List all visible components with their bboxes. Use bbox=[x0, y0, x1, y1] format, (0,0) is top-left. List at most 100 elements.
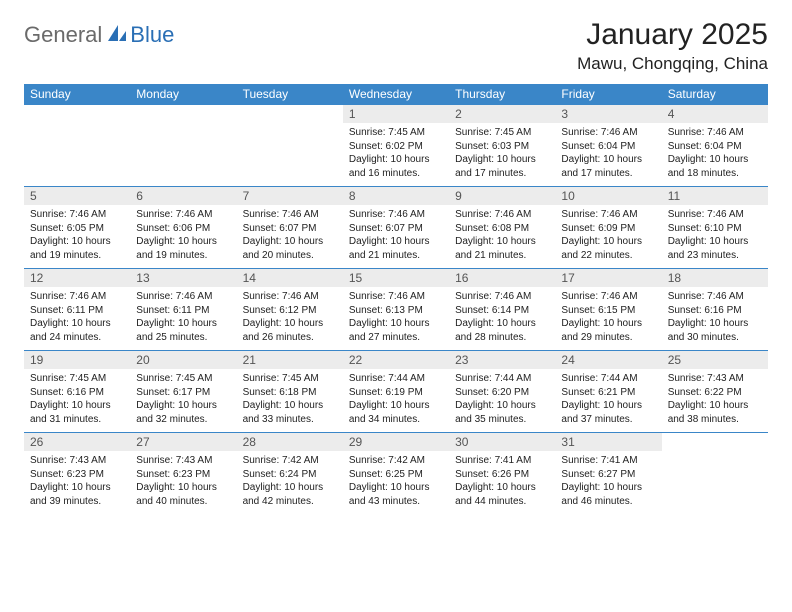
day-number: 1 bbox=[343, 105, 449, 123]
title-block: January 2025 Mawu, Chongqing, China bbox=[577, 18, 768, 74]
day-number: 15 bbox=[343, 269, 449, 287]
day-details: Sunrise: 7:43 AMSunset: 6:23 PMDaylight:… bbox=[24, 451, 130, 514]
calendar-day-cell: 24Sunrise: 7:44 AMSunset: 6:21 PMDayligh… bbox=[555, 351, 661, 433]
calendar-day-cell: 15Sunrise: 7:46 AMSunset: 6:13 PMDayligh… bbox=[343, 269, 449, 351]
day-details: Sunrise: 7:46 AMSunset: 6:04 PMDaylight:… bbox=[662, 123, 768, 186]
day-details: Sunrise: 7:41 AMSunset: 6:26 PMDaylight:… bbox=[449, 451, 555, 514]
day-number: 7 bbox=[237, 187, 343, 205]
calendar-day-cell: 21Sunrise: 7:45 AMSunset: 6:18 PMDayligh… bbox=[237, 351, 343, 433]
day-details: Sunrise: 7:44 AMSunset: 6:19 PMDaylight:… bbox=[343, 369, 449, 432]
day-number: 18 bbox=[662, 269, 768, 287]
day-number: 5 bbox=[24, 187, 130, 205]
calendar-week-row: 5Sunrise: 7:46 AMSunset: 6:05 PMDaylight… bbox=[24, 187, 768, 269]
weekday-header: Tuesday bbox=[237, 84, 343, 105]
day-details: Sunrise: 7:43 AMSunset: 6:22 PMDaylight:… bbox=[662, 369, 768, 432]
day-number: 23 bbox=[449, 351, 555, 369]
day-details: Sunrise: 7:44 AMSunset: 6:21 PMDaylight:… bbox=[555, 369, 661, 432]
day-number: 24 bbox=[555, 351, 661, 369]
calendar-day-cell: 7Sunrise: 7:46 AMSunset: 6:07 PMDaylight… bbox=[237, 187, 343, 269]
location: Mawu, Chongqing, China bbox=[577, 54, 768, 74]
day-number: 28 bbox=[237, 433, 343, 451]
calendar-day-cell: 26Sunrise: 7:43 AMSunset: 6:23 PMDayligh… bbox=[24, 433, 130, 515]
calendar-day-cell: 9Sunrise: 7:46 AMSunset: 6:08 PMDaylight… bbox=[449, 187, 555, 269]
day-number: 8 bbox=[343, 187, 449, 205]
day-details: Sunrise: 7:44 AMSunset: 6:20 PMDaylight:… bbox=[449, 369, 555, 432]
calendar-day-cell: 30Sunrise: 7:41 AMSunset: 6:26 PMDayligh… bbox=[449, 433, 555, 515]
calendar-day-cell: 8Sunrise: 7:46 AMSunset: 6:07 PMDaylight… bbox=[343, 187, 449, 269]
calendar-table: SundayMondayTuesdayWednesdayThursdayFrid… bbox=[24, 84, 768, 514]
calendar-day-cell: .. bbox=[24, 105, 130, 187]
day-details: Sunrise: 7:42 AMSunset: 6:24 PMDaylight:… bbox=[237, 451, 343, 514]
day-number: 22 bbox=[343, 351, 449, 369]
day-details: Sunrise: 7:43 AMSunset: 6:23 PMDaylight:… bbox=[130, 451, 236, 514]
day-number: 21 bbox=[237, 351, 343, 369]
calendar-head: SundayMondayTuesdayWednesdayThursdayFrid… bbox=[24, 84, 768, 105]
day-details: Sunrise: 7:46 AMSunset: 6:09 PMDaylight:… bbox=[555, 205, 661, 268]
calendar-day-cell: 4Sunrise: 7:46 AMSunset: 6:04 PMDaylight… bbox=[662, 105, 768, 187]
day-number: 3 bbox=[555, 105, 661, 123]
calendar-day-cell: 29Sunrise: 7:42 AMSunset: 6:25 PMDayligh… bbox=[343, 433, 449, 515]
weekday-header: Monday bbox=[130, 84, 236, 105]
day-number: 19 bbox=[24, 351, 130, 369]
day-details: Sunrise: 7:46 AMSunset: 6:11 PMDaylight:… bbox=[130, 287, 236, 350]
weekday-header: Sunday bbox=[24, 84, 130, 105]
day-details: Sunrise: 7:46 AMSunset: 6:05 PMDaylight:… bbox=[24, 205, 130, 268]
day-number: 20 bbox=[130, 351, 236, 369]
calendar-day-cell: 10Sunrise: 7:46 AMSunset: 6:09 PMDayligh… bbox=[555, 187, 661, 269]
day-details: Sunrise: 7:46 AMSunset: 6:08 PMDaylight:… bbox=[449, 205, 555, 268]
calendar-week-row: 19Sunrise: 7:45 AMSunset: 6:16 PMDayligh… bbox=[24, 351, 768, 433]
month-title: January 2025 bbox=[577, 18, 768, 52]
calendar-day-cell: 16Sunrise: 7:46 AMSunset: 6:14 PMDayligh… bbox=[449, 269, 555, 351]
day-number: 12 bbox=[24, 269, 130, 287]
calendar-day-cell: .. bbox=[130, 105, 236, 187]
day-details: Sunrise: 7:45 AMSunset: 6:18 PMDaylight:… bbox=[237, 369, 343, 432]
calendar-day-cell: 11Sunrise: 7:46 AMSunset: 6:10 PMDayligh… bbox=[662, 187, 768, 269]
weekday-header: Wednesday bbox=[343, 84, 449, 105]
calendar-day-cell: .. bbox=[662, 433, 768, 515]
calendar-day-cell: 27Sunrise: 7:43 AMSunset: 6:23 PMDayligh… bbox=[130, 433, 236, 515]
calendar-day-cell: 28Sunrise: 7:42 AMSunset: 6:24 PMDayligh… bbox=[237, 433, 343, 515]
calendar-week-row: 12Sunrise: 7:46 AMSunset: 6:11 PMDayligh… bbox=[24, 269, 768, 351]
calendar-day-cell: 25Sunrise: 7:43 AMSunset: 6:22 PMDayligh… bbox=[662, 351, 768, 433]
day-details: Sunrise: 7:46 AMSunset: 6:12 PMDaylight:… bbox=[237, 287, 343, 350]
logo-sail-icon bbox=[106, 23, 128, 48]
calendar-day-cell: 19Sunrise: 7:45 AMSunset: 6:16 PMDayligh… bbox=[24, 351, 130, 433]
calendar-week-row: ......1Sunrise: 7:45 AMSunset: 6:02 PMDa… bbox=[24, 105, 768, 187]
day-number: 17 bbox=[555, 269, 661, 287]
day-details: Sunrise: 7:46 AMSunset: 6:06 PMDaylight:… bbox=[130, 205, 236, 268]
day-details: Sunrise: 7:45 AMSunset: 6:03 PMDaylight:… bbox=[449, 123, 555, 186]
weekday-header: Friday bbox=[555, 84, 661, 105]
day-number: 11 bbox=[662, 187, 768, 205]
day-details: Sunrise: 7:45 AMSunset: 6:02 PMDaylight:… bbox=[343, 123, 449, 186]
calendar-day-cell: 14Sunrise: 7:46 AMSunset: 6:12 PMDayligh… bbox=[237, 269, 343, 351]
day-number: 26 bbox=[24, 433, 130, 451]
day-details: Sunrise: 7:45 AMSunset: 6:16 PMDaylight:… bbox=[24, 369, 130, 432]
calendar-day-cell: 20Sunrise: 7:45 AMSunset: 6:17 PMDayligh… bbox=[130, 351, 236, 433]
calendar-day-cell: 5Sunrise: 7:46 AMSunset: 6:05 PMDaylight… bbox=[24, 187, 130, 269]
calendar-day-cell: 1Sunrise: 7:45 AMSunset: 6:02 PMDaylight… bbox=[343, 105, 449, 187]
calendar-day-cell: 31Sunrise: 7:41 AMSunset: 6:27 PMDayligh… bbox=[555, 433, 661, 515]
day-number: 6 bbox=[130, 187, 236, 205]
logo: General Blue bbox=[24, 22, 174, 48]
calendar-day-cell: 12Sunrise: 7:46 AMSunset: 6:11 PMDayligh… bbox=[24, 269, 130, 351]
day-details: Sunrise: 7:46 AMSunset: 6:11 PMDaylight:… bbox=[24, 287, 130, 350]
day-details: Sunrise: 7:46 AMSunset: 6:16 PMDaylight:… bbox=[662, 287, 768, 350]
day-details: Sunrise: 7:46 AMSunset: 6:04 PMDaylight:… bbox=[555, 123, 661, 186]
calendar-day-cell: 18Sunrise: 7:46 AMSunset: 6:16 PMDayligh… bbox=[662, 269, 768, 351]
day-details: Sunrise: 7:46 AMSunset: 6:14 PMDaylight:… bbox=[449, 287, 555, 350]
day-number: 2 bbox=[449, 105, 555, 123]
calendar-day-cell: 3Sunrise: 7:46 AMSunset: 6:04 PMDaylight… bbox=[555, 105, 661, 187]
weekday-header: Thursday bbox=[449, 84, 555, 105]
day-details: Sunrise: 7:46 AMSunset: 6:10 PMDaylight:… bbox=[662, 205, 768, 268]
calendar-day-cell: .. bbox=[237, 105, 343, 187]
calendar-day-cell: 2Sunrise: 7:45 AMSunset: 6:03 PMDaylight… bbox=[449, 105, 555, 187]
calendar-body: ......1Sunrise: 7:45 AMSunset: 6:02 PMDa… bbox=[24, 105, 768, 515]
logo-text-blue: Blue bbox=[130, 22, 174, 48]
day-details: Sunrise: 7:46 AMSunset: 6:13 PMDaylight:… bbox=[343, 287, 449, 350]
day-details: Sunrise: 7:45 AMSunset: 6:17 PMDaylight:… bbox=[130, 369, 236, 432]
calendar-day-cell: 6Sunrise: 7:46 AMSunset: 6:06 PMDaylight… bbox=[130, 187, 236, 269]
day-number: 4 bbox=[662, 105, 768, 123]
day-number: 25 bbox=[662, 351, 768, 369]
day-details: Sunrise: 7:46 AMSunset: 6:07 PMDaylight:… bbox=[237, 205, 343, 268]
calendar-week-row: 26Sunrise: 7:43 AMSunset: 6:23 PMDayligh… bbox=[24, 433, 768, 515]
